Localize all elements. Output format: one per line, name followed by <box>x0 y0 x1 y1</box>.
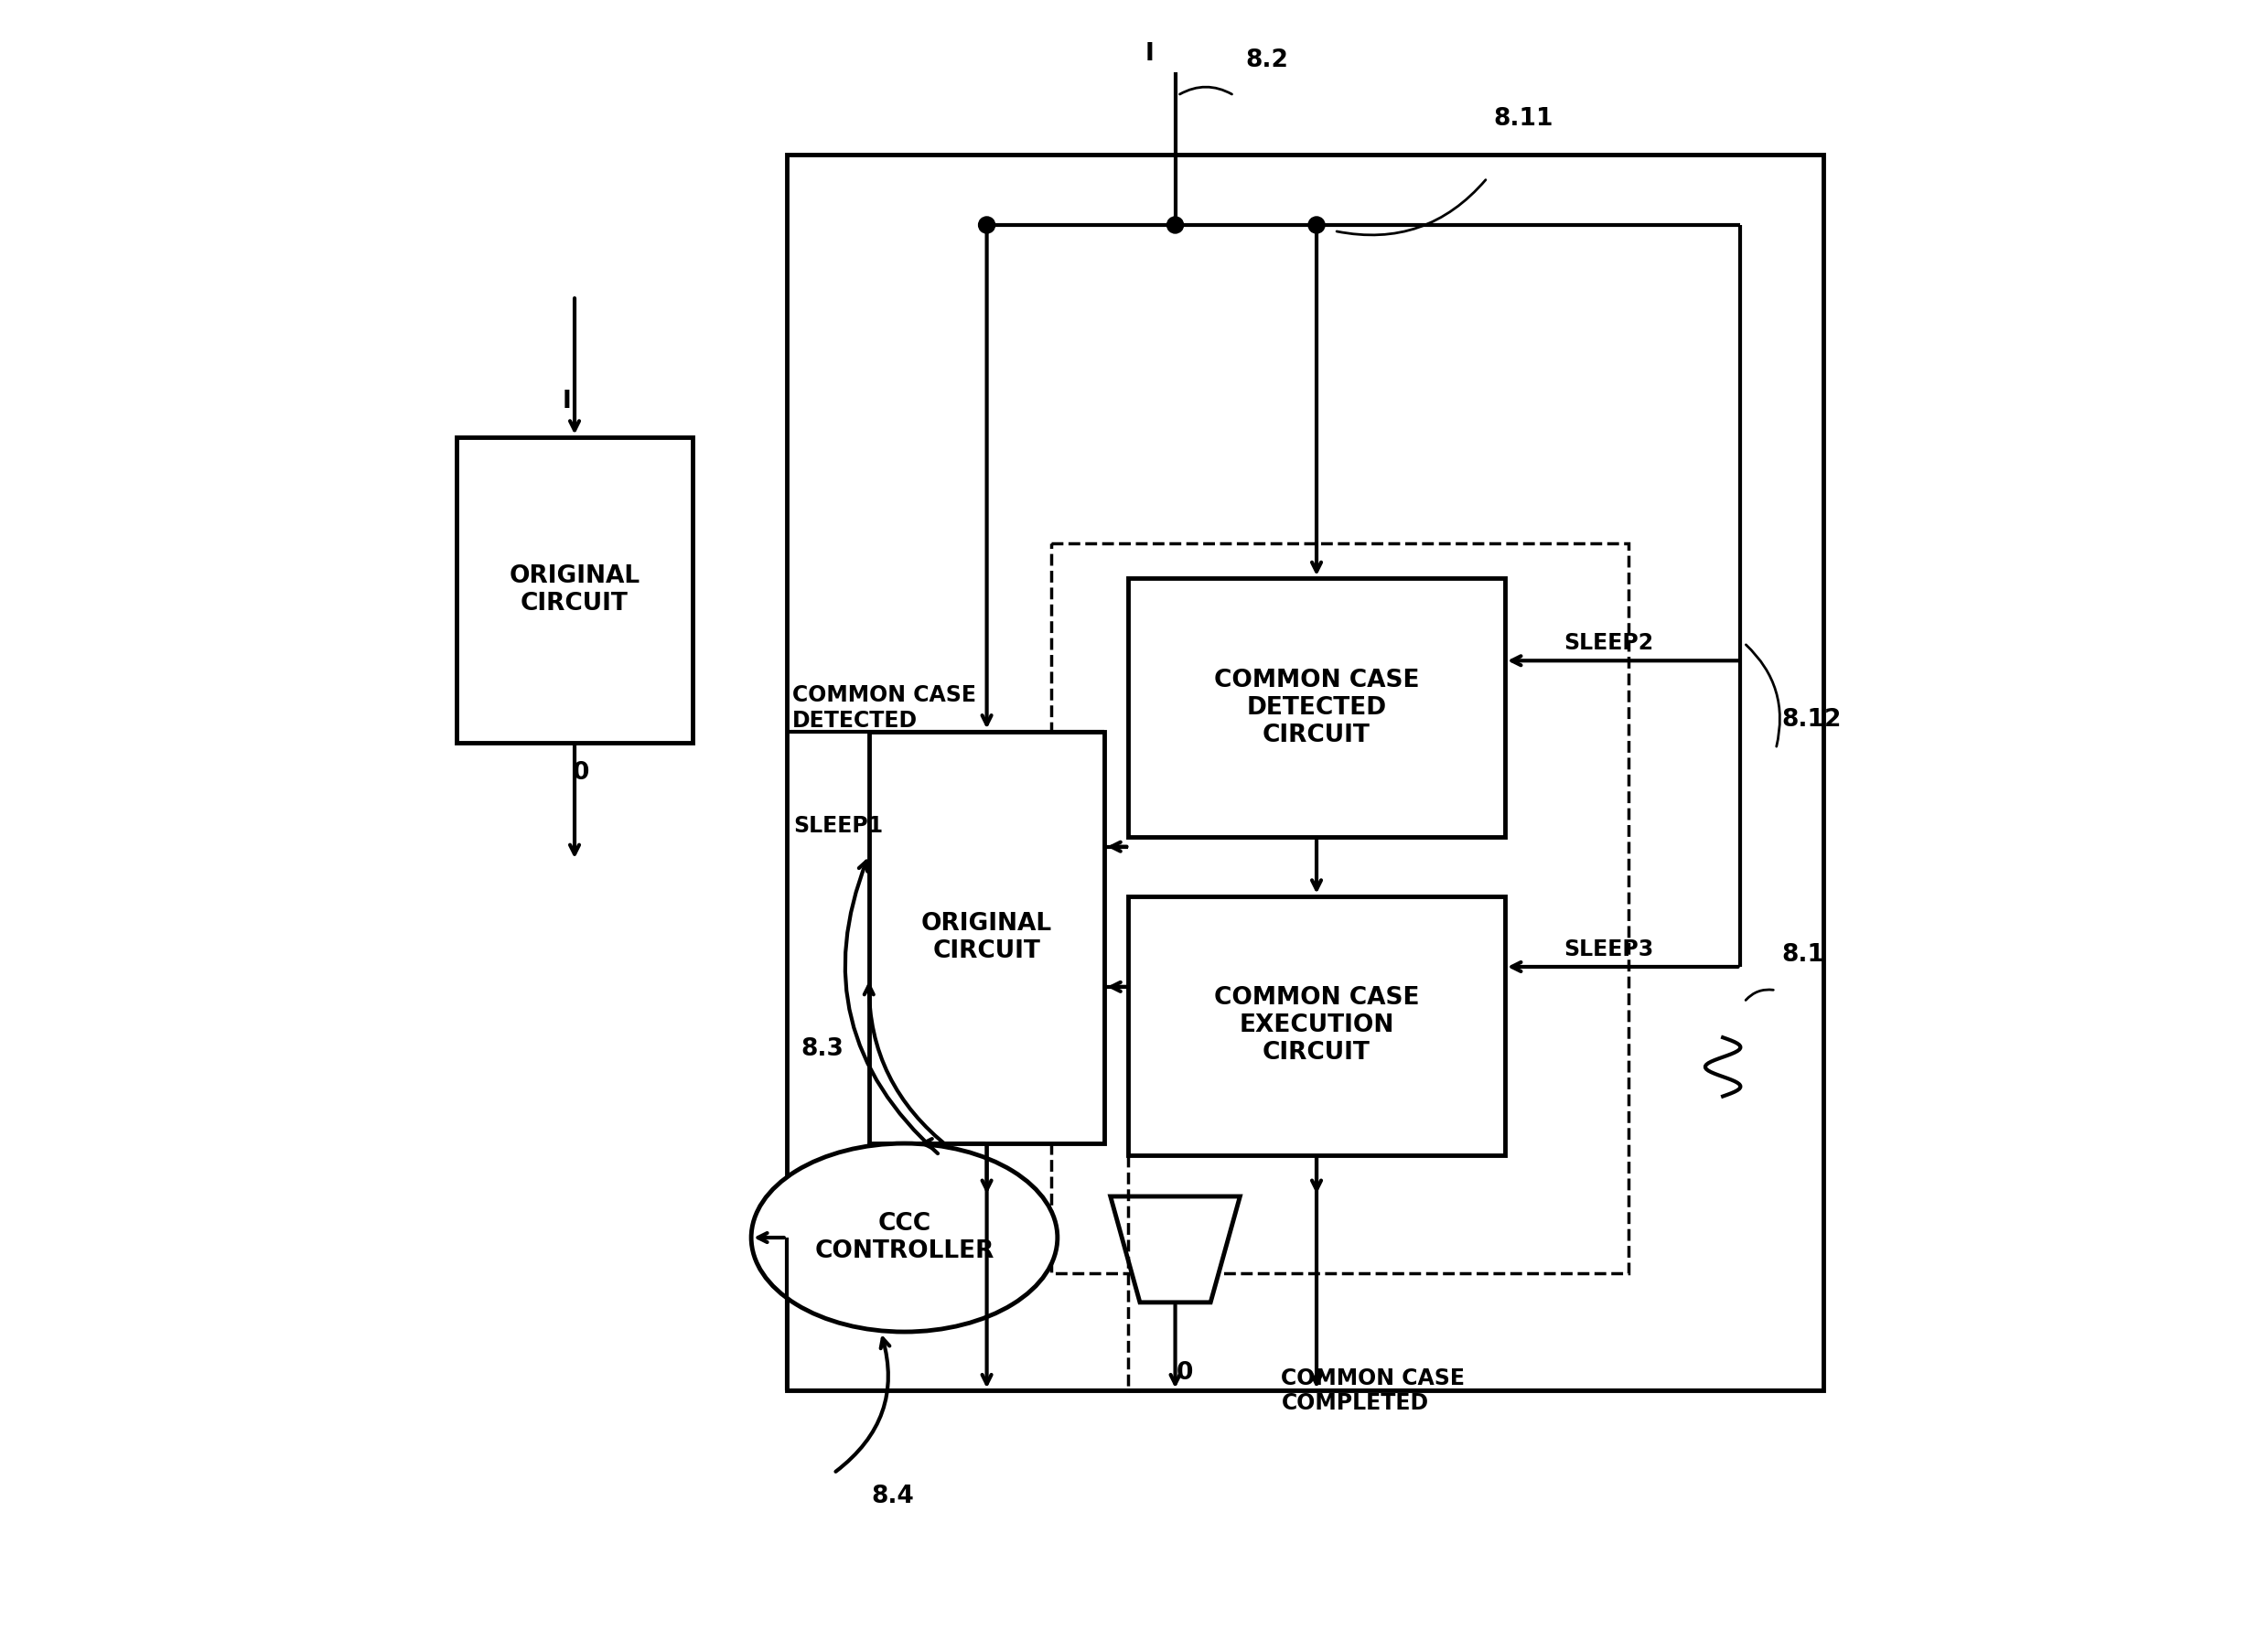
Bar <box>1127 896 1506 1156</box>
Text: 8.4: 8.4 <box>871 1484 914 1509</box>
Text: 0: 0 <box>1177 1360 1193 1385</box>
Text: 8.12: 8.12 <box>1783 708 1842 731</box>
Text: 8.2: 8.2 <box>1245 48 1288 73</box>
Circle shape <box>978 216 996 233</box>
Bar <box>1052 543 1628 1273</box>
Bar <box>869 731 1105 1144</box>
Text: SLEEP3: SLEEP3 <box>1565 938 1653 961</box>
Text: 8.3: 8.3 <box>801 1037 844 1062</box>
Text: COMMON CASE
EXECUTION
CIRCUIT: COMMON CASE EXECUTION CIRCUIT <box>1213 986 1420 1065</box>
Bar <box>787 154 1823 1390</box>
Text: SLEEP1: SLEEP1 <box>794 814 885 837</box>
Text: SLEEP2: SLEEP2 <box>1565 632 1653 654</box>
Polygon shape <box>1111 1197 1241 1303</box>
Text: COMMON CASE
DETECTED
CIRCUIT: COMMON CASE DETECTED CIRCUIT <box>1213 669 1420 748</box>
Text: I: I <box>1145 43 1154 66</box>
Text: 8.11: 8.11 <box>1492 107 1554 130</box>
Bar <box>1127 578 1506 837</box>
Text: 8.1: 8.1 <box>1783 943 1826 967</box>
Text: 0: 0 <box>572 761 590 784</box>
Text: COMMON CASE
COMPLETED: COMMON CASE COMPLETED <box>1281 1367 1465 1415</box>
Circle shape <box>1309 216 1325 233</box>
Circle shape <box>1168 216 1184 233</box>
Ellipse shape <box>751 1144 1057 1332</box>
Text: I: I <box>562 390 572 413</box>
Text: ORIGINAL
CIRCUIT: ORIGINAL CIRCUIT <box>508 565 640 616</box>
Text: ORIGINAL
CIRCUIT: ORIGINAL CIRCUIT <box>921 911 1052 963</box>
Text: COMMON CASE
DETECTED: COMMON CASE DETECTED <box>792 684 975 731</box>
Bar <box>456 438 692 743</box>
Text: CCC
CONTROLLER: CCC CONTROLLER <box>814 1212 993 1263</box>
